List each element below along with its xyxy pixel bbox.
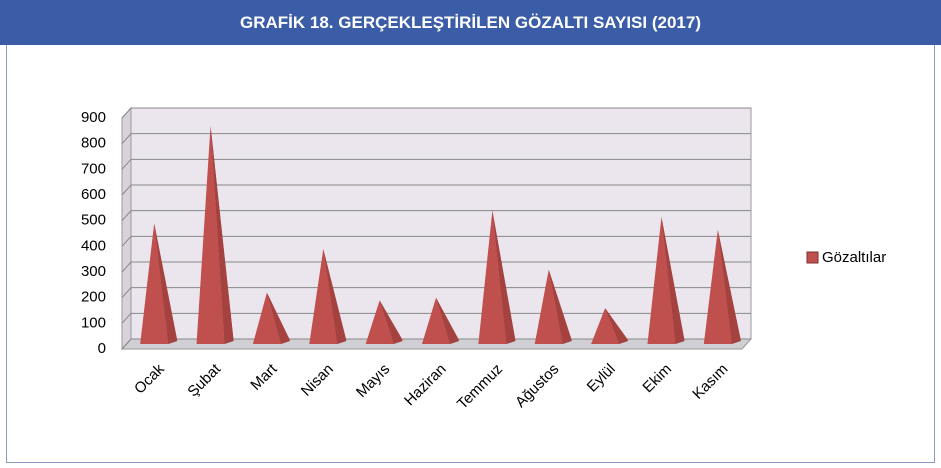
y-tick-label: 300: [81, 263, 106, 280]
y-tick-label: 400: [81, 237, 106, 254]
bar: [309, 249, 347, 344]
bar-front: [140, 223, 169, 344]
x-tick-label: Ocak: [131, 360, 168, 397]
bar: [534, 269, 572, 344]
x-tick-label: Ekim: [639, 361, 675, 397]
bar-right: [661, 216, 685, 344]
bar-right: [379, 300, 403, 344]
bar: [365, 300, 403, 344]
bar-right: [717, 229, 741, 344]
bar-front: [478, 210, 507, 344]
x-tick-label: Haziran: [401, 361, 450, 410]
bar-front: [309, 249, 338, 344]
bar-front: [422, 297, 450, 344]
y-tick-label: 500: [81, 212, 106, 229]
x-tick-label: Eylül: [584, 361, 619, 396]
bar: [591, 308, 629, 344]
bar-front: [196, 125, 225, 344]
bar-front: [647, 216, 676, 344]
grid-line: [121, 287, 751, 299]
y-tick-label: 700: [81, 160, 106, 177]
legend-label: Gözaltılar: [822, 249, 886, 266]
x-tick-label: Şubat: [184, 360, 224, 400]
bar: [703, 229, 741, 344]
bar-front: [591, 308, 620, 344]
grid-line: [121, 184, 751, 196]
y-tick-label: 900: [81, 109, 106, 126]
bar: [422, 297, 459, 344]
chart-title: GRAFİK 18. GERÇEKLEŞTİRİLEN GÖZALTI SAYI…: [0, 0, 941, 45]
bar: [252, 292, 290, 344]
y-tick-label: 0: [98, 340, 106, 357]
bar-front: [365, 300, 394, 344]
y-tick-label: 800: [81, 135, 106, 152]
x-tick-label: Mart: [247, 360, 281, 394]
bar-right: [605, 308, 629, 344]
x-tick-label: Nisan: [298, 361, 337, 400]
bar-front: [252, 292, 281, 344]
bar: [140, 223, 178, 344]
grid-line: [121, 133, 751, 145]
x-tick-label: Kasım: [689, 361, 731, 403]
bar: [196, 125, 234, 344]
y-tick-label: 100: [81, 314, 106, 331]
bar-right: [266, 292, 290, 344]
side-wall: [121, 106, 132, 351]
x-tick-label: Temmuz: [454, 361, 506, 413]
grid-line: [121, 158, 751, 170]
bar-right: [492, 210, 516, 344]
grid-line: [121, 261, 751, 273]
bar-front: [703, 229, 732, 344]
y-tick-label: 200: [81, 289, 106, 306]
grid-line: [121, 107, 751, 119]
bar: [647, 216, 685, 344]
bar-right: [548, 269, 572, 344]
grid-line: [121, 210, 751, 222]
y-tick-label: 600: [81, 186, 106, 203]
x-tick-label: Mayıs: [353, 361, 393, 401]
legend-swatch: [806, 251, 819, 264]
x-tick-label: Ağustos: [512, 361, 562, 411]
bar-right: [323, 249, 347, 344]
bar-right: [436, 297, 459, 344]
bar-right: [210, 125, 234, 344]
grid-line: [121, 235, 751, 247]
bar-right: [154, 223, 178, 344]
bar: [478, 210, 516, 344]
bar-front: [534, 269, 563, 344]
